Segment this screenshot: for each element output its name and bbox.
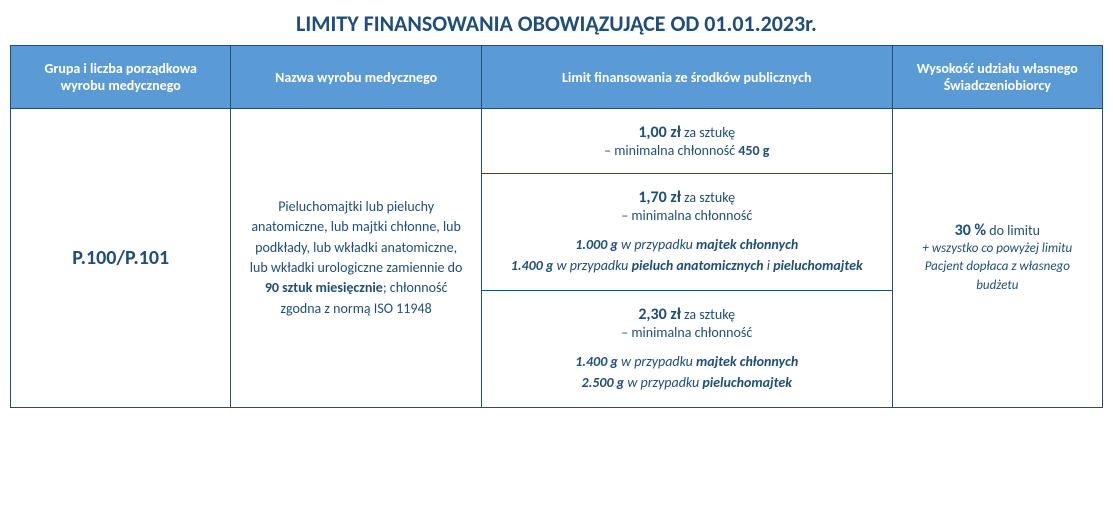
l3d2b: w przypadku — [624, 374, 702, 391]
table-row: P.100/P.101 Pieluchomajtki lub pieluchy … — [11, 109, 1103, 174]
l3d1b: w przypadku — [618, 353, 696, 370]
limit1-chlon-val: 450 g — [738, 142, 769, 159]
limit2-suffix: za sztukę — [681, 189, 735, 206]
share-suffix: do limitu — [986, 222, 1040, 239]
header-limit: Limit finansowania ze środków publicznyc… — [481, 46, 892, 109]
l2d1b: w przypadku — [618, 236, 696, 253]
limit3-suffix: za sztukę — [681, 306, 735, 323]
l2d2b: w przypadku — [553, 257, 631, 274]
limit2-price: 1,70 zł — [638, 188, 681, 207]
l2d2d: i — [764, 257, 774, 274]
limit3-price: 2,30 zł — [638, 305, 681, 324]
limits-table: Grupa i liczba porządkowa wyrobu medyczn… — [10, 45, 1103, 408]
header-name: Nazwa wyrobu medycznego — [231, 46, 481, 109]
l3d2a: 2.500 g — [581, 374, 624, 391]
limit1-suffix: za sztukę — [681, 124, 735, 141]
header-group: Grupa i liczba porządkowa wyrobu medyczn… — [11, 46, 231, 109]
cell-limit-2: 1,70 zł za sztukę – minimalna chłonność … — [481, 174, 892, 291]
page-title: LIMITY FINANSOWANIA OBOWIĄZUJĄCE OD 01.0… — [10, 10, 1103, 37]
l3d2c: pieluchomajtek — [702, 374, 792, 391]
l2d1a: 1.000 g — [575, 236, 618, 253]
l3d1c: majtek chłonnych — [696, 353, 798, 370]
limit3-details: 1.400 g w przypadku majtek chłonnych 2.5… — [500, 351, 874, 393]
limit1-chlon-label: – minimalna chłonność — [604, 142, 738, 159]
share-sub1: + wszystko co powyżej limitu — [911, 240, 1084, 258]
limit2-chlon: – minimalna chłonność — [500, 207, 874, 224]
limit3-chlon: – minimalna chłonność — [500, 324, 874, 341]
l2d2e: pieluchomajtek — [773, 257, 863, 274]
share-percent: 30 % — [955, 221, 987, 240]
l2d2c: pieluch anatomicznych — [632, 257, 764, 274]
product-code: P.100/P.101 — [72, 246, 169, 270]
limit2-details: 1.000 g w przypadku majtek chłonnych 1.4… — [500, 234, 874, 276]
l3d1a: 1.400 g — [575, 353, 618, 370]
cell-limit-3: 2,30 zł za sztukę – minimalna chłonność … — [481, 291, 892, 408]
header-share: Wysokość udziału własnego Świadczeniobio… — [892, 46, 1102, 109]
limit1-price: 1,00 zł — [638, 123, 681, 142]
desc-bold: 90 sztuk miesięcznie — [265, 279, 383, 296]
share-sub2: Pacjent dopłaca z własnego budżetu — [911, 258, 1084, 294]
cell-limit-1: 1,00 zł za sztukę – minimalna chłonność … — [481, 109, 892, 174]
cell-code: P.100/P.101 — [11, 109, 231, 408]
desc-part1: Pieluchomajtki lub pieluchy anatomiczne,… — [250, 198, 463, 276]
limit1-chlon: – minimalna chłonność 450 g — [500, 142, 874, 159]
cell-description: Pieluchomajtki lub pieluchy anatomiczne,… — [231, 109, 481, 408]
cell-share: 30 % do limitu + wszystko co powyżej lim… — [892, 109, 1102, 408]
l2d2a: 1.400 g — [511, 257, 554, 274]
product-description: Pieluchomajtki lub pieluchy anatomiczne,… — [250, 198, 463, 316]
l2d1c: majtek chłonnych — [696, 236, 798, 253]
